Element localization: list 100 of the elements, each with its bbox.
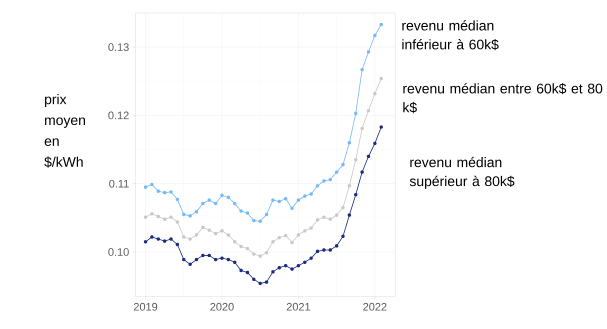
point [226, 233, 230, 236]
point [188, 237, 192, 241]
point [208, 228, 211, 232]
x-tick-label: 2022 [363, 302, 386, 310]
point [156, 214, 160, 218]
point [334, 170, 338, 174]
point [188, 214, 192, 218]
point [348, 140, 352, 144]
point [182, 235, 186, 239]
point [380, 76, 383, 80]
point [366, 108, 370, 112]
x-tick-label: 2021 [286, 302, 310, 310]
point [201, 226, 205, 229]
y-axis-title: prix moyen en $/kWh [44, 94, 85, 168]
point [208, 198, 211, 202]
point [246, 270, 250, 274]
point [296, 264, 300, 268]
y-tick-label: 0.13 [108, 43, 129, 51]
point [208, 254, 211, 257]
point [303, 194, 306, 198]
point [162, 217, 166, 221]
y-tick-label: 0.10 [108, 248, 129, 256]
point [271, 270, 275, 274]
point [239, 209, 243, 213]
point [278, 266, 282, 270]
point [341, 162, 345, 166]
point [144, 185, 148, 189]
point [264, 250, 268, 254]
point [252, 277, 256, 281]
y-tick-label: 0.12 [108, 111, 129, 120]
point [348, 213, 352, 217]
point [176, 242, 180, 246]
point [194, 258, 198, 262]
point [246, 246, 250, 250]
point [258, 282, 262, 285]
point [309, 226, 313, 230]
point [150, 235, 154, 239]
point [373, 92, 377, 96]
point [284, 264, 288, 268]
point [226, 258, 230, 262]
point [360, 170, 364, 174]
point [201, 254, 205, 257]
point [220, 256, 224, 260]
point [278, 200, 282, 203]
point [226, 196, 230, 199]
point [284, 196, 288, 200]
series-label: revenu médian inférieur à 60k$ [402, 20, 499, 50]
x-tick-label: 2019 [134, 302, 158, 310]
point [150, 212, 154, 216]
point [214, 258, 218, 262]
point [182, 258, 186, 262]
point [264, 280, 268, 284]
point [162, 239, 166, 243]
point [258, 254, 262, 258]
point [290, 267, 294, 271]
point [328, 248, 332, 252]
point [366, 154, 370, 158]
point [360, 126, 364, 130]
point [156, 237, 160, 241]
point [334, 244, 338, 248]
y-tick-label: 0.11 [109, 180, 129, 188]
point [290, 206, 294, 210]
point [380, 22, 383, 26]
point [348, 184, 352, 188]
point [380, 125, 383, 129]
point [252, 218, 256, 222]
point [322, 179, 326, 183]
point [354, 112, 358, 115]
point [296, 198, 300, 202]
point [188, 262, 192, 266]
point [156, 189, 160, 193]
point [239, 268, 243, 272]
point [366, 50, 370, 54]
point [354, 192, 358, 196]
point [303, 228, 306, 232]
point [360, 68, 364, 72]
point [309, 192, 313, 196]
point [328, 178, 332, 182]
point [271, 198, 275, 202]
point [220, 228, 224, 232]
x-tick-label: 2020 [210, 302, 234, 310]
point [201, 202, 205, 206]
series-label: revenu médian entre 60k$ et 80 k$ [403, 82, 602, 114]
point [373, 34, 377, 38]
point [322, 248, 326, 252]
point [214, 202, 218, 206]
point [246, 211, 250, 215]
point [278, 236, 282, 240]
point [176, 198, 180, 201]
point [252, 252, 256, 256]
point [144, 240, 148, 244]
point [316, 249, 320, 253]
point [341, 206, 345, 210]
point [341, 234, 345, 238]
point [309, 256, 313, 260]
point [194, 233, 198, 236]
point [220, 193, 224, 197]
point [233, 240, 236, 244]
point [290, 240, 294, 244]
point [194, 210, 198, 214]
